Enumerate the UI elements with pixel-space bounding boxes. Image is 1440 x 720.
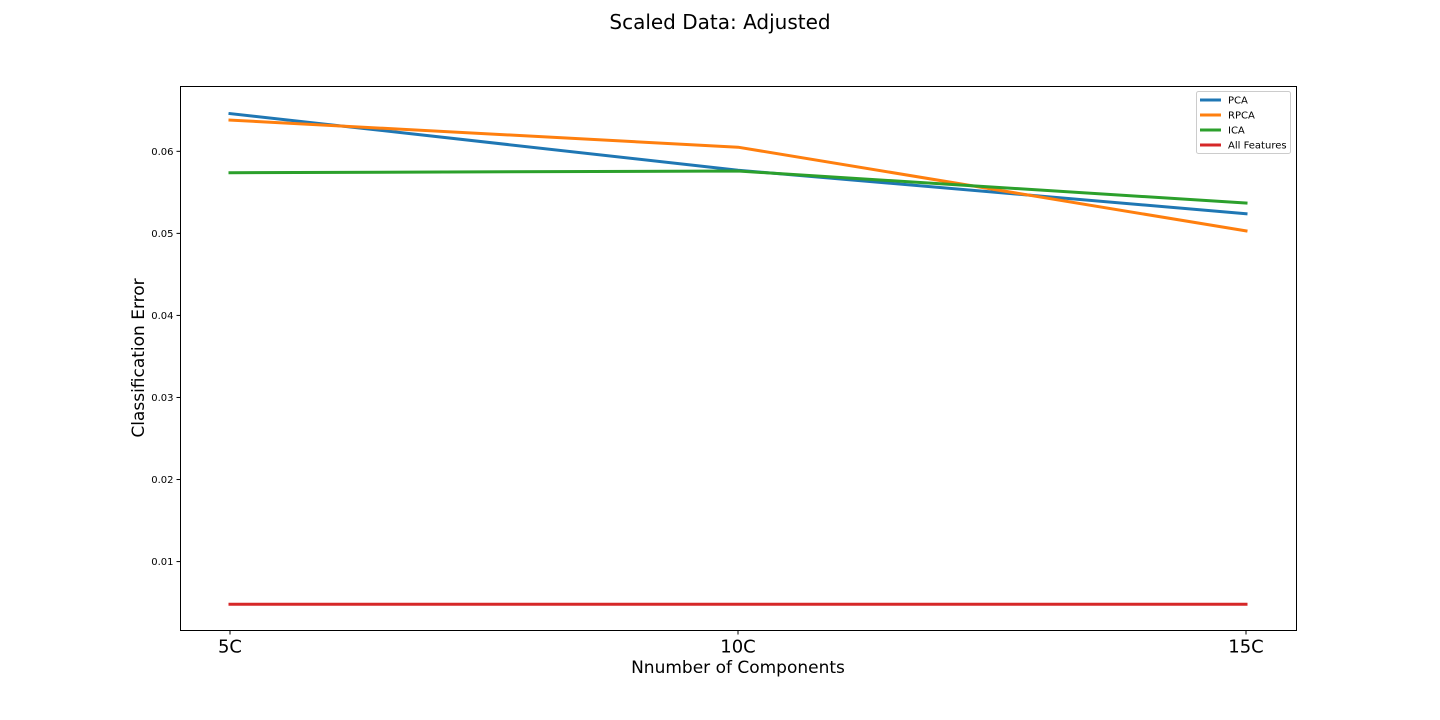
y-axis-label: Classification Error [129, 278, 149, 437]
x-tick-label: 5C [218, 637, 242, 658]
y-tick-label: 0.03 [151, 393, 173, 404]
series-line-ica [228, 169, 1248, 205]
y-tick-label: 0.06 [151, 147, 173, 158]
series-line-rpca [228, 118, 1248, 233]
legend-label-rpca: RPCA [1228, 111, 1255, 122]
y-axis: 0.01 0.02 0.03 0.04 0.05 0.06 [151, 147, 181, 568]
x-axis-label: Nnumber of Components [631, 658, 845, 678]
series-lines [228, 111, 1248, 606]
y-tick-label: 0.02 [151, 475, 173, 486]
legend: PCA RPCA ICA All Features [1196, 91, 1291, 154]
legend-label-ica: ICA [1228, 126, 1245, 137]
legend-label-pca: PCA [1228, 96, 1248, 107]
y-tick-label: 0.01 [151, 557, 173, 568]
chart-title: Scaled Data: Adjusted [609, 10, 830, 34]
y-tick-label: 0.04 [151, 311, 173, 322]
plot-area [180, 86, 1297, 631]
y-tick-label: 0.05 [151, 229, 173, 240]
legend-frame [1196, 91, 1291, 154]
legend-label-all-features: All Features [1228, 141, 1287, 152]
x-axis: 5C 10C 15C [218, 630, 1264, 658]
x-tick-label: 15C [1228, 637, 1263, 658]
x-tick-label: 10C [720, 637, 755, 658]
